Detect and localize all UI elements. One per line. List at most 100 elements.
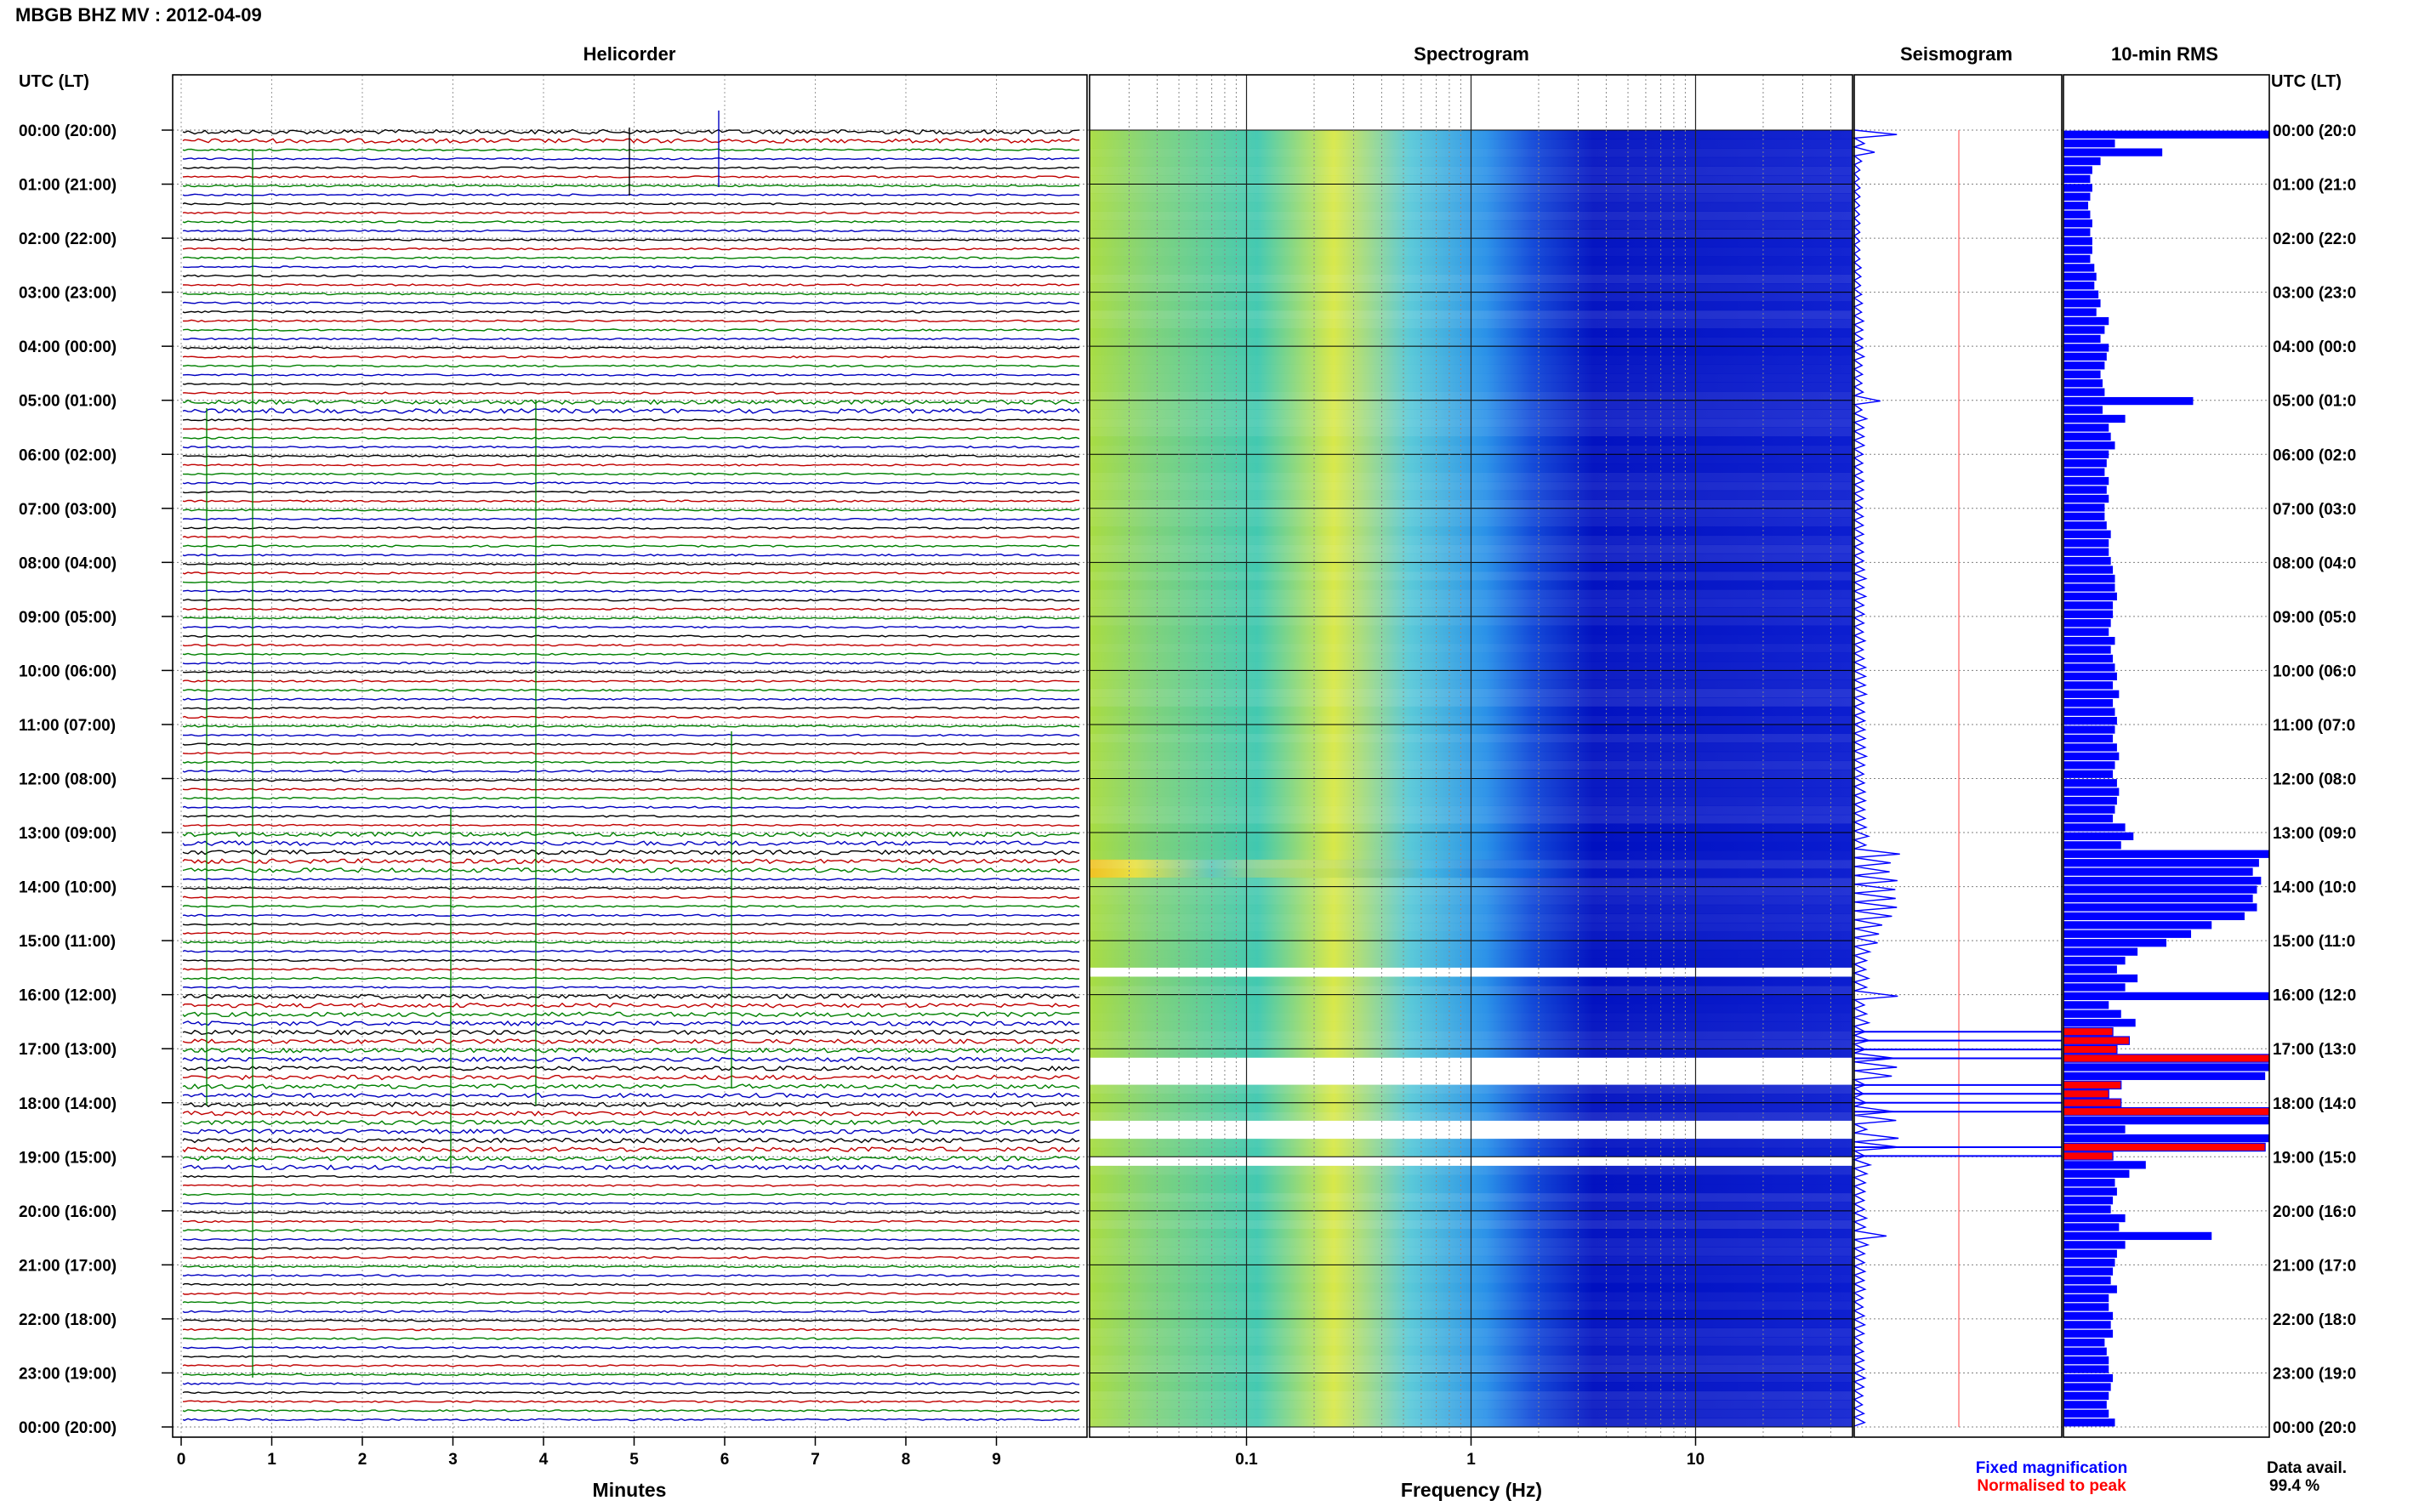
rms-bar [2063, 929, 2192, 938]
helicorder-trace [182, 1002, 1080, 1009]
rms-bar [2063, 512, 2105, 520]
rms-bar [2063, 725, 2115, 734]
rms-bar-normalised [2063, 1151, 2114, 1161]
rms-bar [2063, 566, 2114, 574]
rms-bar [2063, 272, 2097, 281]
rms-bar [2063, 1009, 2121, 1018]
helicorder-trace [182, 1292, 1080, 1295]
rms-bar [2063, 1117, 2269, 1125]
helicorder-trace [182, 679, 1079, 683]
hour-label-left: 06:00 (02:00) [19, 446, 117, 464]
helicorder-trace [182, 1056, 1080, 1063]
helicorder-trace [182, 707, 1080, 710]
rms-bar [2063, 139, 2115, 148]
minute-tick-label: 0 [177, 1451, 186, 1469]
rms-bar [2063, 1401, 2107, 1409]
helicorder-trace [182, 526, 1080, 530]
rms-bar [2063, 396, 2194, 406]
helicorder-trace [182, 138, 1079, 145]
rms-bar [2063, 708, 2115, 716]
helicorder-trace [182, 454, 1080, 458]
rms-bar-normalised [2063, 1089, 2109, 1099]
hour-label-right: 00:00 (20:0 [2273, 122, 2356, 140]
helicorder-trace [182, 373, 1080, 377]
helicorder-trace [182, 652, 1080, 656]
rms-bar [2063, 1161, 2146, 1169]
rms-bar-normalised [2063, 1036, 2131, 1045]
frequency-axis-label: Frequency (Hz) [1401, 1479, 1542, 1501]
rms-bar [2063, 1259, 2115, 1267]
rms-bar [2063, 903, 2257, 912]
helicorder-trace [182, 1128, 1080, 1134]
helicorder-trace [182, 580, 1080, 584]
helicorder-trace [182, 238, 1080, 242]
helicorder-trace [182, 1373, 1080, 1377]
legend-fixed-magnification: Fixed magnification [1976, 1459, 2127, 1477]
helicorder-trace [182, 265, 1080, 269]
rms-bar [2063, 1179, 2115, 1187]
rms-bar [2063, 876, 2262, 885]
helicorder-trace [182, 1345, 1080, 1350]
hour-label-left: 18:00 (14:00) [19, 1095, 117, 1113]
rms-bar [2063, 361, 2105, 370]
rms-bar [2063, 814, 2114, 823]
helicorder-trace [182, 643, 1080, 647]
rms-bar [2063, 894, 2253, 903]
helicorder-trace [182, 1074, 1080, 1081]
helicorder-trace [182, 1146, 1080, 1153]
helicorder-trace [182, 463, 1080, 467]
rms-bar [2063, 1303, 2109, 1311]
helicorder-trace [182, 670, 1080, 674]
rms-bar [2063, 965, 2117, 974]
helicorder-trace [182, 993, 1080, 1000]
hour-label-right: 07:00 (03:0 [2273, 501, 2356, 519]
helicorder-trace [182, 1327, 1080, 1332]
rms-bar [2063, 388, 2105, 396]
helicorder-trace [182, 805, 1080, 810]
helicorder-trace [182, 499, 1080, 503]
rms-bar [2063, 254, 2091, 264]
rms-bar [2063, 184, 2092, 192]
rms-bar [2063, 601, 2114, 610]
helicorder-trace [182, 509, 1080, 512]
rms-bar [2063, 459, 2107, 468]
rms-bar [2063, 494, 2109, 503]
helicorder-trace [182, 1038, 1080, 1044]
helicorder-trace [182, 770, 1080, 773]
rms-bar [2063, 1391, 2109, 1401]
helicorder-trace [182, 697, 1079, 701]
helicorder-trace [182, 517, 1080, 521]
rms-bar [2063, 654, 2114, 663]
helicorder-trace [182, 407, 1080, 414]
rms-bar [2063, 174, 2091, 184]
rms-bar [2063, 921, 2212, 929]
rms-bar [2063, 476, 2109, 486]
hour-label-left: 21:00 (17:00) [19, 1257, 117, 1275]
helicorder-trace [182, 1066, 1080, 1071]
helicorder-trace [182, 625, 1080, 629]
rms-bar [2063, 699, 2114, 708]
hour-label-left: 22:00 (18:00) [19, 1311, 117, 1329]
rms-bar [2063, 885, 2257, 894]
helicorder-trace [182, 1364, 1080, 1367]
rms-bar [2063, 912, 2245, 921]
helicorder-trace [182, 1229, 1080, 1232]
rms-bar [2063, 1329, 2114, 1338]
helicorder-trace [183, 544, 1080, 548]
helicorder-trace [182, 175, 1080, 179]
helicorder-trace [182, 1282, 1080, 1287]
rms-bar [2063, 1241, 2126, 1249]
rms-bar [2063, 867, 2253, 876]
utc-label-left: UTC (LT) [19, 72, 89, 91]
rms-bar [2063, 130, 2269, 139]
helicorder-trace [182, 976, 1080, 981]
rms-bar [2063, 246, 2092, 254]
rms-bar [2063, 308, 2097, 316]
helicorder-trace [182, 796, 1080, 800]
hour-label-right: 03:00 (23:0 [2273, 285, 2356, 303]
rms-bar [2063, 556, 2111, 566]
helicorder-trace [182, 562, 1080, 566]
rms-bar [2063, 503, 2105, 512]
helicorder-trace [182, 1202, 1080, 1205]
utc-label-right: UTC (LT) [2271, 72, 2342, 91]
